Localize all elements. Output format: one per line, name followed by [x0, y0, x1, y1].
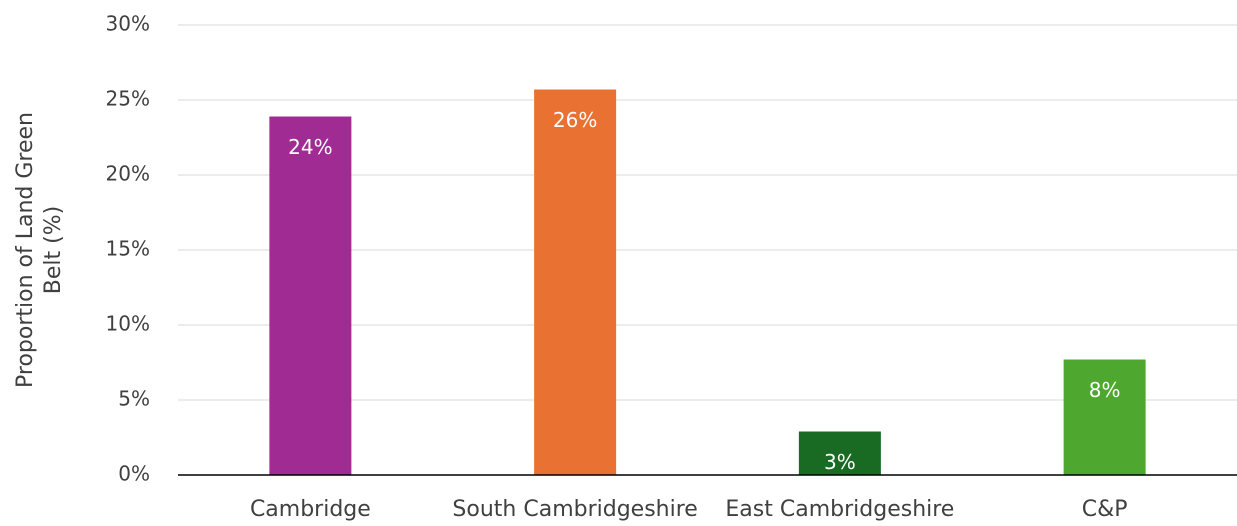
y-tick-label: 30% — [106, 12, 150, 36]
x-tick-label: Cambridge — [250, 497, 371, 522]
y-tick-label: 5% — [118, 387, 150, 411]
bar — [534, 89, 617, 475]
y-tick-label: 15% — [106, 237, 150, 261]
y-tick-label: 25% — [106, 87, 150, 111]
y-tick-label: 10% — [106, 312, 150, 336]
value-label: 26% — [553, 108, 597, 132]
y-tick-label: 0% — [118, 462, 150, 486]
y-axis-label: Proportion of Land Green Belt (%) — [13, 112, 66, 388]
value-label: 8% — [1089, 378, 1121, 402]
x-tick-label: East Cambridgeshire — [725, 497, 954, 522]
y-tick-label: 20% — [106, 162, 150, 186]
bar — [798, 431, 881, 475]
bar — [1063, 359, 1146, 475]
bar — [269, 116, 352, 475]
value-label: 3% — [824, 450, 856, 474]
x-tick-label: South Cambridgeshire — [452, 497, 697, 522]
value-label: 24% — [288, 135, 332, 159]
x-tick-label: C&P — [1082, 497, 1128, 522]
